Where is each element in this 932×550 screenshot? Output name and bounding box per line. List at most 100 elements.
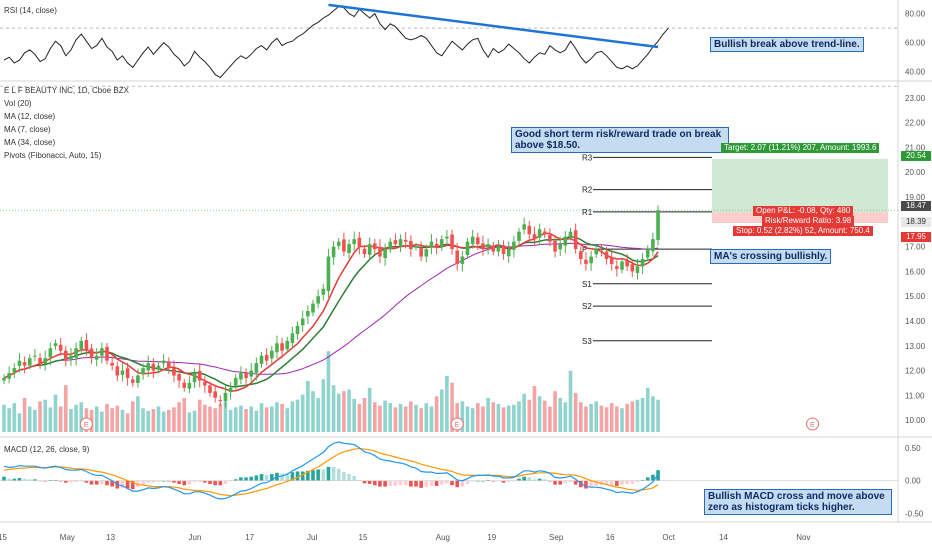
rsi-label[interactable]: RSI (14, close) [4, 6, 57, 15]
candle-body [203, 381, 207, 386]
candle-body [74, 348, 78, 358]
risk-reward-label[interactable]: Risk/Reward Ratio: 3.98 [762, 216, 855, 226]
stop-label[interactable]: Stop: 0.52 (2.82%) 52, Amount: 750.4 [733, 226, 873, 236]
pivot-label-s1: S1 [582, 280, 592, 289]
macd-histogram-bar [105, 480, 109, 486]
candle-body [105, 346, 109, 361]
candle-body [270, 350, 274, 359]
macd-tick-label: 0.50 [905, 444, 921, 453]
rsi-note[interactable]: Bullish break above trend-line. [710, 37, 864, 52]
volume-bar [326, 351, 331, 432]
volume-bar [460, 401, 465, 432]
macd-note[interactable]: Bullish MACD cross and move above zero a… [704, 489, 892, 515]
indicator-vol-label[interactable]: Vol (20) [4, 99, 32, 108]
time-axis-label: 14 [719, 533, 728, 542]
volume-bar [311, 391, 315, 432]
candle-body [445, 236, 449, 239]
volume-bar [640, 398, 645, 432]
macd-histogram-bar [398, 480, 403, 486]
candle-body [378, 246, 382, 257]
macd-histogram-bar [290, 472, 295, 481]
volume-bar [645, 387, 650, 432]
macd-histogram-bar [362, 480, 367, 484]
volume-bar [300, 394, 305, 432]
volume-bar [651, 396, 655, 432]
candle-body [275, 343, 279, 353]
macd-histogram-bar [187, 480, 192, 485]
candle-body [357, 237, 362, 247]
volume-bar [604, 407, 609, 432]
time-axis-label: 17 [245, 533, 254, 542]
volume-bar [69, 409, 73, 432]
volume-bar [233, 407, 238, 432]
macd-histogram-bar [233, 479, 238, 481]
macd-histogram-bar [172, 480, 176, 483]
macd-histogram-bar [17, 478, 22, 481]
macd-histogram-bar [285, 473, 290, 481]
volume-bar [146, 410, 150, 432]
candle-body [336, 241, 341, 246]
macd-histogram-bar [161, 480, 166, 482]
volume-bar [336, 393, 341, 432]
pnl-label[interactable]: Open P&L: -0.08, Qty: 480 [753, 206, 854, 216]
candle-body [373, 243, 377, 250]
candle-body [182, 382, 187, 388]
macd-histogram-bar [64, 480, 68, 483]
volume-bar [64, 385, 68, 432]
volume-bar [290, 401, 295, 432]
rsi-pane: 80.00 60.00 40.00 [0, 3, 926, 87]
volume-bar [53, 394, 58, 432]
macd-histogram-bar [43, 480, 47, 482]
candle-body [481, 243, 485, 250]
macd-histogram-bar [69, 480, 73, 483]
indicator-ma34-label[interactable]: MA (34, close) [4, 138, 56, 147]
candle-body [115, 366, 120, 376]
volume-bar [38, 401, 42, 432]
indicator-pivots-label[interactable]: Pivots (Fibonacci, Auto, 15) [4, 151, 102, 160]
candle-body [496, 246, 501, 252]
candle-body [579, 251, 583, 259]
volume-bar [187, 412, 192, 432]
candle-body [27, 358, 32, 366]
candle-body [156, 365, 161, 370]
volume-bar [532, 386, 537, 432]
macd-line [3, 441, 659, 500]
candle-body [512, 241, 516, 250]
candle-body [254, 363, 259, 373]
price-tick-label: 23.00 [905, 94, 926, 103]
candle-body [517, 231, 521, 241]
candle-body [455, 250, 459, 264]
volume-bar [280, 403, 284, 432]
volume-bar [656, 399, 660, 432]
macd-histogram-bar [589, 480, 593, 488]
main-title[interactable]: E L F BEAUTY INC, 1D, Cboe BZX [4, 86, 129, 95]
ma-note[interactable]: MA's crossing bullishly. [710, 249, 832, 264]
macd-label[interactable]: MACD (12, 26, close, 9) [4, 445, 90, 454]
volume-bar [542, 400, 547, 432]
volume-bar [228, 409, 233, 432]
time-axis-label: 16 [606, 533, 615, 542]
candle-body [414, 246, 418, 248]
macd-histogram-bar [563, 480, 568, 484]
pivot-label-s2: S2 [582, 302, 592, 311]
macd-histogram-bar [367, 480, 372, 484]
trade-note[interactable]: Good short term risk/reward trade on bre… [511, 127, 729, 153]
candle-body [331, 246, 336, 258]
indicator-ma7-label[interactable]: MA (7, close) [4, 125, 51, 134]
volume-bar [573, 392, 578, 432]
price-tick-label: 17.00 [905, 243, 926, 252]
candle-body [527, 225, 532, 235]
indicator-ma12-label[interactable]: MA (12, close) [4, 112, 56, 121]
macd-histogram-bar [223, 480, 228, 484]
macd-histogram-bar [84, 480, 89, 483]
macd-histogram-bar [300, 471, 305, 481]
current-price-tag: 18.47 [901, 201, 931, 211]
macd-histogram-bar [177, 480, 181, 484]
volume-bar [130, 401, 135, 432]
earnings-marker-icon [450, 417, 464, 431]
candle-body [218, 400, 223, 402]
macd-histogram-bar [27, 479, 32, 481]
macd-histogram-bar [208, 480, 212, 484]
target-label[interactable]: Target: 2.07 (11.21%) 207, Amount: 1993.… [721, 143, 880, 153]
